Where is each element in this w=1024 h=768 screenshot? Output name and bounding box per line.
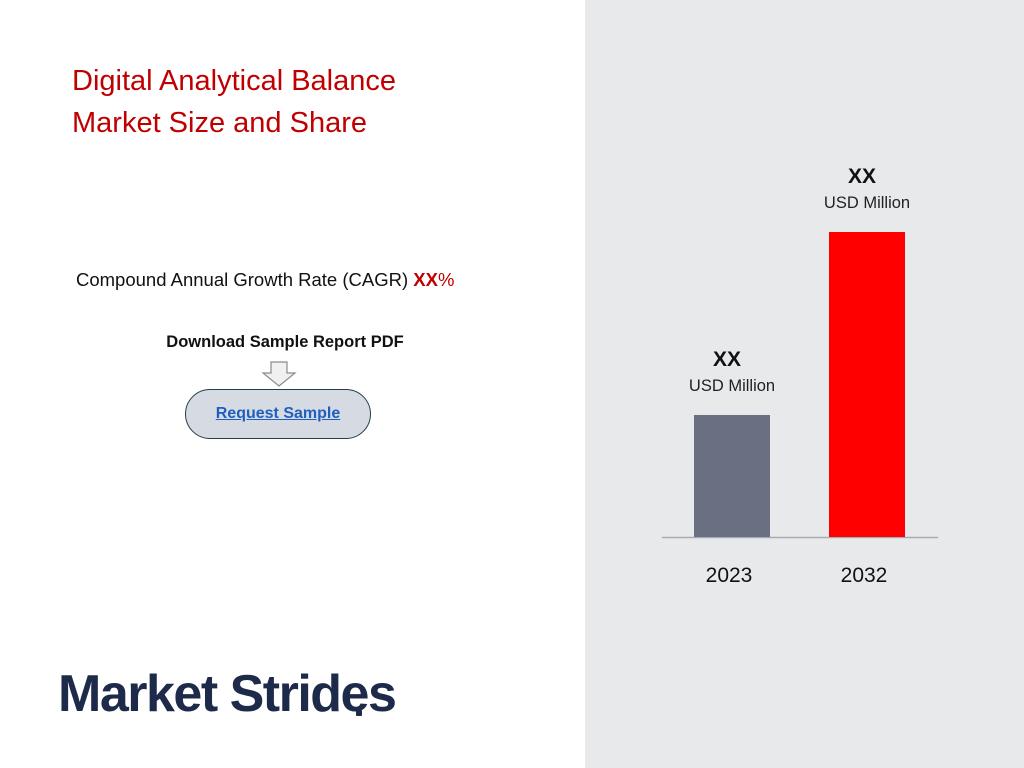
- bar-value-unit-2023: USD Million: [689, 377, 775, 395]
- cagr-statement: Compound Annual Growth Rate (CAGR) XX%: [76, 269, 454, 291]
- cagr-value: XX: [413, 269, 438, 290]
- page-title: Digital Analytical Balance Market Size a…: [72, 60, 552, 144]
- download-label: Download Sample Report PDF: [166, 333, 404, 351]
- request-sample-button[interactable]: Request Sample: [185, 389, 371, 439]
- title-line-1: Digital Analytical Balance: [72, 65, 397, 97]
- title-line-2: Market Size and Share: [72, 107, 367, 139]
- bar-value-unit-2032: USD Million: [824, 194, 910, 212]
- bar-value-amount-2032: XX: [848, 165, 876, 188]
- arrow-down-icon: [261, 361, 297, 387]
- x-tick-label-2023: 2023: [706, 564, 753, 587]
- market-strides-logo: Market Strides: [58, 665, 397, 723]
- cagr-unit: %: [437, 269, 455, 290]
- bar-2023: [694, 415, 770, 537]
- chart-panel: [585, 0, 1024, 768]
- logo-dot: [356, 710, 362, 716]
- x-tick-label-2032: 2032: [841, 564, 888, 587]
- request-sample-link[interactable]: Request Sample: [215, 405, 341, 422]
- bar-value-amount-2023: XX: [713, 348, 741, 371]
- bar-2032: [829, 232, 905, 537]
- cagr-label: Compound Annual Growth Rate (CAGR): [76, 269, 409, 290]
